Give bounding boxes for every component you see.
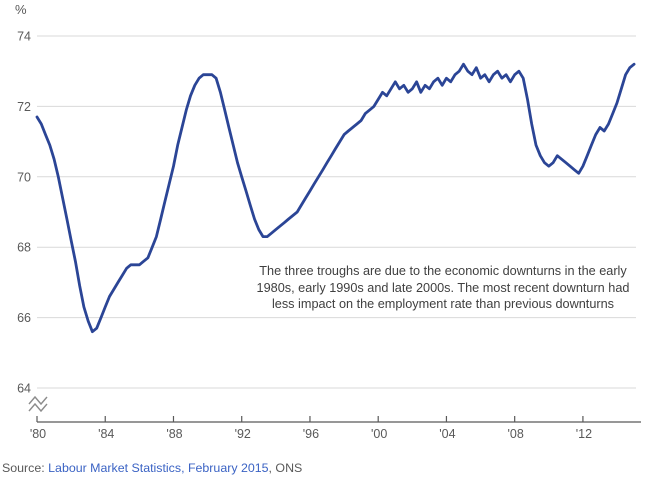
y-tick-label: 68 [17, 241, 31, 255]
annotation-line: 1980s, early 1990s and late 2000s. The m… [256, 280, 630, 295]
x-tick-label: '08 [508, 427, 524, 441]
chart-annotation: The three troughs are due to the economi… [246, 263, 640, 313]
source-suffix: , ONS [268, 461, 303, 475]
x-tick-label: '92 [235, 427, 251, 441]
axis-break-icon [28, 402, 48, 413]
axis-break-icon [28, 395, 48, 406]
y-axis-unit-label: % [15, 2, 27, 17]
x-tick-label: '88 [166, 427, 182, 441]
source-link[interactable]: Labour Market Statistics, February 2015 [48, 461, 269, 475]
y-tick-label: 72 [17, 100, 31, 114]
x-tick-label: '96 [303, 427, 319, 441]
y-tick-label: 66 [17, 311, 31, 325]
chart-plot-area: 74 72 70 68 66 64 '80 '84 '88 '92 '96 '00 '04 '08 '12 [17, 30, 641, 441]
x-tick-label: '80 [30, 427, 46, 441]
x-tick-label: '04 [439, 427, 455, 441]
y-tick-label: 74 [17, 30, 31, 44]
x-tick-label: '84 [98, 427, 114, 441]
y-tick-label: 70 [17, 170, 31, 184]
annotation-line: The three troughs are due to the economi… [259, 264, 627, 278]
x-tick-label: '00 [371, 427, 387, 441]
source-line: Source: Labour Market Statistics, Februa… [2, 461, 302, 475]
x-tick-label: '12 [576, 427, 592, 441]
employment-rate-line [35, 62, 636, 334]
annotation-line: less impact on the employment rate than … [271, 297, 615, 311]
source-prefix: Source: [2, 461, 49, 475]
y-tick-label: 64 [17, 382, 31, 396]
